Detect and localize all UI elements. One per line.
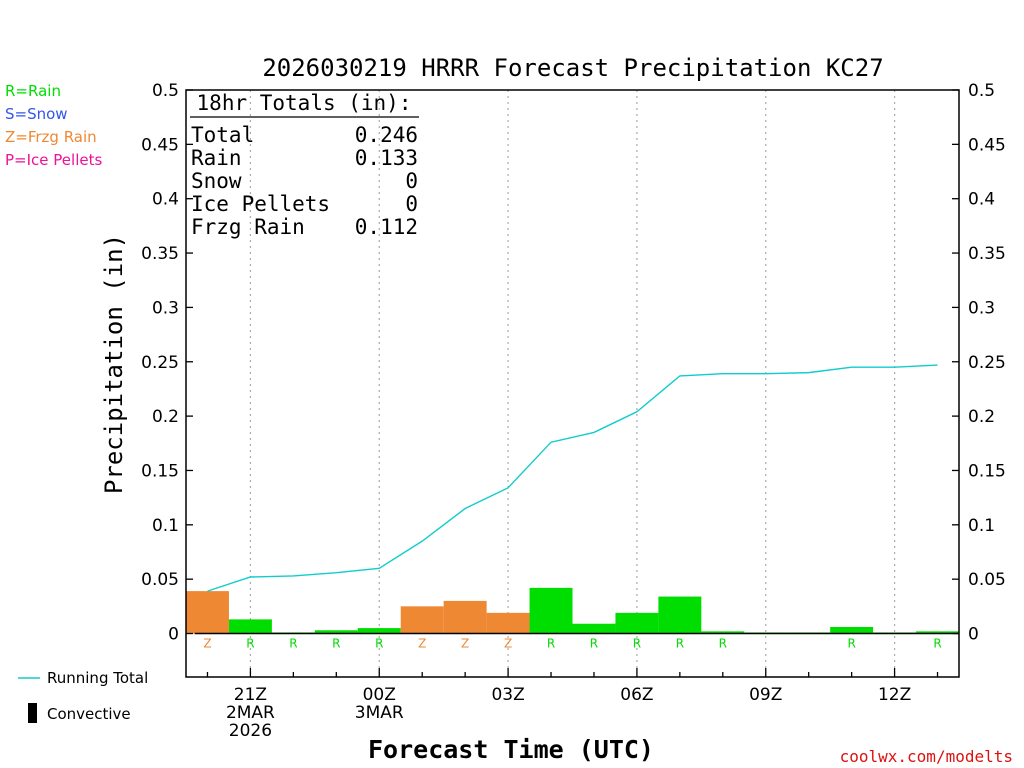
precip-type-label: Z: [418, 637, 426, 651]
precip-bar: [314, 630, 358, 634]
totals-row-value: 0.133: [355, 146, 418, 170]
totals-row-label: Frzg Rain: [191, 215, 305, 239]
y-tick-label-right: 0.5: [968, 81, 995, 101]
y-tick-label: 0.5: [152, 81, 179, 101]
precip-bar: [357, 628, 401, 634]
y-axis-label: Precipitation (in): [100, 234, 128, 494]
precip-bar: [658, 596, 702, 634]
hourly-precip-bars: [186, 587, 959, 635]
x-tick-label: 2026: [229, 721, 272, 741]
precip-bar: [572, 623, 616, 634]
precip-bar: [615, 612, 659, 634]
x-tick-label: 3MAR: [355, 703, 404, 723]
precip-bar: [186, 591, 229, 634]
plot-frame: [185, 89, 960, 678]
legend-z: Z=Frzg Rain: [5, 128, 97, 146]
y-tick-label-right: 0.4: [968, 190, 995, 210]
precip-type-label: R: [332, 637, 340, 651]
precip-type-label: R: [590, 637, 598, 651]
vertical-gridlines: [249, 90, 896, 677]
precip-bar: [443, 600, 487, 634]
line-legend: Running Total Convective: [18, 669, 148, 723]
y-tick-label-right: 0.35: [968, 244, 1006, 264]
running-total-line: [207, 364, 938, 592]
totals-row-label: Snow: [191, 169, 242, 193]
x-tick-label: 2MAR: [226, 703, 275, 723]
y-tick-label-right: 0.15: [968, 461, 1006, 481]
precip-type-label: Z: [203, 637, 211, 651]
precip-bar: [400, 606, 444, 634]
precip-type-label: R: [847, 637, 855, 651]
y-tick-label-right: 0.3: [968, 298, 995, 318]
y-axis-right: 0 0.05 0.1 0.15 0.2 0.25 0.3 0.35 0.4 0.45 0.5: [952, 81, 1006, 645]
totals-row-value: 0: [405, 192, 418, 216]
precip-type-label: R: [719, 637, 727, 651]
totals-row-value: 0.112: [355, 215, 418, 239]
precip-bar: [830, 626, 874, 634]
precip-type-label: R: [547, 637, 555, 651]
totals-box: 18hr Totals (in): Total 0.246 Rain 0.133 Sno…: [190, 91, 419, 239]
running-total-legend-label: Running Total: [47, 669, 148, 687]
y-tick-label-right: 0.1: [968, 516, 995, 536]
totals-row-label: Rain: [191, 146, 242, 170]
y-tick-label: 0.25: [141, 353, 179, 373]
y-tick-label: 0.05: [141, 570, 179, 590]
totals-row-label: Ice Pellets: [191, 192, 330, 216]
x-axis-label: Forecast Time (UTC): [368, 735, 654, 764]
y-tick-label-right: 0.45: [968, 135, 1006, 155]
running-total-series: [207, 364, 938, 592]
y-tick-label: 0.1: [152, 516, 179, 536]
y-tick-label: 0.35: [141, 244, 179, 264]
precip-type-label: R: [633, 637, 641, 651]
chart-title: 2026030219 HRRR Forecast Precipitation K…: [262, 54, 883, 82]
legend-s: S=Snow: [5, 105, 68, 123]
precip-bar: [916, 631, 959, 634]
x-tick-label: 00Z: [363, 685, 396, 705]
x-tick-label: 09Z: [749, 685, 782, 705]
precip-bar: [701, 631, 745, 634]
legend-p: P=Ice Pellets: [5, 151, 102, 169]
convective-legend-label: Convective: [47, 705, 131, 723]
totals-header: 18hr Totals (in):: [197, 91, 412, 115]
y-tick-label: 0: [168, 625, 179, 645]
precip-type-label: R: [246, 637, 254, 651]
y-tick-label: 0.3: [152, 298, 179, 318]
convective-legend-swatch: [28, 703, 37, 723]
y-tick-label-right: 0.2: [968, 407, 995, 427]
x-tick-label: 06Z: [620, 685, 653, 705]
credit-text: coolwx.com/modelts: [840, 747, 1013, 766]
y-tick-label-right: 0.05: [968, 570, 1006, 590]
precip-type-label: R: [375, 637, 383, 651]
precip-type-label: Z: [461, 637, 469, 651]
totals-row-value: 0.246: [355, 123, 418, 147]
y-tick-label: 0.4: [152, 190, 179, 210]
precip-type-legend: R=Rain S=Snow Z=Frzg Rain P=Ice Pellets: [5, 82, 102, 169]
y-tick-label: 0.15: [141, 461, 179, 481]
y-tick-label-right: 0: [968, 625, 979, 645]
precip-type-label: R: [933, 637, 941, 651]
x-tick-label: 12Z: [878, 685, 911, 705]
precip-bar: [486, 612, 530, 634]
x-tick-label: 03Z: [491, 685, 524, 705]
y-tick-label: 0.2: [152, 407, 179, 427]
totals-row-value: 0: [405, 169, 418, 193]
precip-type-label: Z: [504, 637, 512, 651]
totals-row-label: Total: [191, 123, 254, 147]
precip-type-label: R: [289, 637, 297, 651]
y-axis-left: 0 0.05 0.1 0.15 0.2 0.25 0.3 0.35 0.4 0.45 0.5: [141, 81, 193, 645]
y-tick-label-right: 0.25: [968, 353, 1006, 373]
precip-bar: [529, 587, 573, 634]
precip-type-label: R: [676, 637, 684, 651]
x-tick-label: 21Z: [234, 685, 267, 705]
y-tick-label: 0.45: [141, 135, 179, 155]
precip-bar: [228, 619, 272, 634]
legend-r: R=Rain: [5, 82, 61, 100]
